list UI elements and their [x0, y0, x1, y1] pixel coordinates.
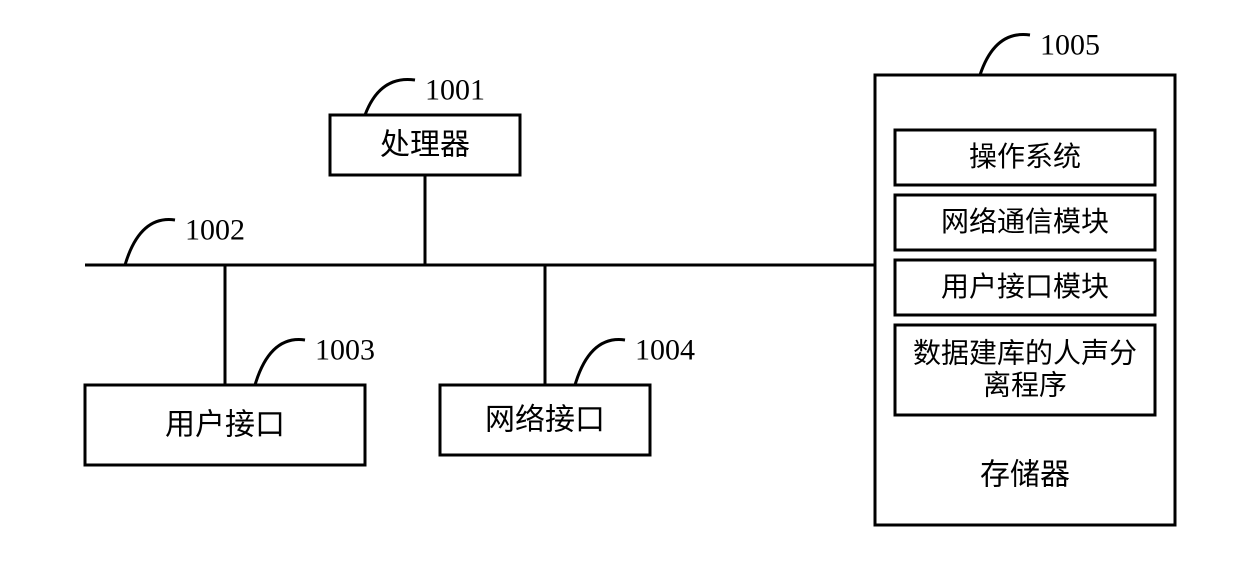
network-interface-label: 网络接口 [485, 404, 605, 437]
callout-line [255, 340, 305, 385]
callout-line [575, 340, 625, 385]
processor-label: 处理器 [380, 129, 470, 162]
memory-module-label-0: 操作系统 [969, 141, 1081, 173]
callout-line [980, 35, 1030, 76]
memory-module-label-2: 用户接口模块 [941, 271, 1109, 303]
processor-id: 1001 [425, 74, 485, 107]
callout-line [365, 79, 415, 115]
network-interface-id: 1004 [635, 334, 695, 367]
bus-id: 1002 [185, 214, 245, 247]
memory-label: 存储器 [980, 459, 1070, 492]
memory-module-label-1: 网络通信模块 [941, 206, 1109, 238]
user-interface-id: 1003 [315, 334, 375, 367]
user-interface-label: 用户接口 [165, 409, 285, 442]
memory-id: 1005 [1040, 29, 1100, 62]
memory-module-label-3-line-0: 数据建库的人声分 [913, 338, 1137, 370]
callout-line [125, 220, 175, 265]
memory-module-label-3-line-1: 离程序 [983, 370, 1067, 402]
